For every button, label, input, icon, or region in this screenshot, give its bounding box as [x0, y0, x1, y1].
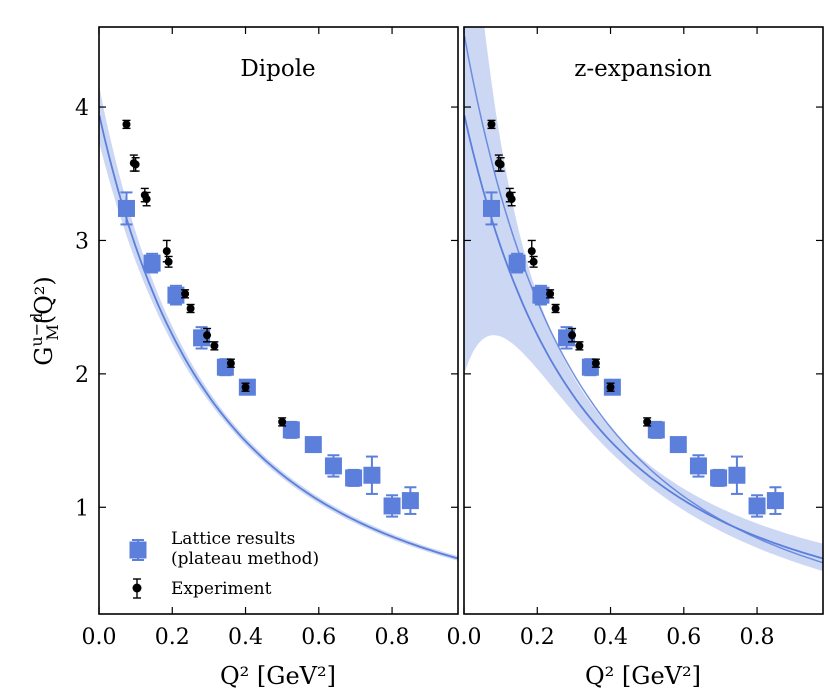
fit-band-dipole [99, 87, 458, 561]
x-tick-label: 0.4 [228, 625, 263, 650]
legend: Lattice results (plateau method) Experim… [129, 529, 319, 599]
experiment-point [226, 359, 235, 368]
lattice-point [728, 466, 746, 484]
experiment-point [496, 160, 505, 169]
lattice-point [710, 469, 728, 487]
panel-frame-z-expansion [463, 26, 824, 615]
lattice-point [282, 421, 300, 439]
x-tick-label: 0.6 [666, 625, 701, 650]
y-axis-label-sup: u−d [27, 313, 46, 347]
y-axis-label-arg: (Q²) [30, 276, 58, 324]
panel-title-dipole: Dipole [240, 56, 315, 82]
data-dipole [117, 119, 419, 518]
y-tick-label: 4 [75, 96, 89, 121]
fit-band-area [464, 27, 823, 572]
x-axis-label-left: Q² [GeV²] [220, 662, 336, 690]
lattice-point [304, 436, 322, 454]
experiment-point [591, 359, 600, 368]
legend-lattice-label: Lattice results (plateau method) [171, 529, 319, 569]
experiment-point [507, 195, 516, 204]
experiment-point [278, 417, 287, 426]
lattice-point [647, 421, 665, 439]
lattice-point [363, 466, 381, 484]
data-z-expansion [482, 119, 784, 518]
lattice-point [748, 497, 766, 515]
legend-lattice-line1: Lattice results [171, 529, 295, 549]
x-tick-label: 0.8 [375, 625, 410, 650]
panel-z-expansion: 0.0 0.2 0.4 0.6 0.8 z-expansion [447, 26, 824, 650]
legend-lattice-line2: (plateau method) [171, 549, 319, 569]
experiment-point [164, 257, 173, 266]
experiment-point [210, 341, 219, 350]
experiment-point [131, 160, 140, 169]
y-axis-label: Gu−dM(Q²) [27, 276, 62, 366]
y-axis-label-base: G [30, 347, 58, 366]
x-tick-label: 0.8 [740, 625, 775, 650]
x-tick-label: 0.4 [593, 625, 628, 650]
lattice-point [324, 457, 342, 475]
x-tick-label: 0.2 [520, 625, 555, 650]
lattice-point [482, 199, 500, 217]
panel-title-z-expansion: z-expansion [574, 56, 712, 82]
x-tick-label: 0.6 [301, 625, 336, 650]
experiment-point [643, 417, 652, 426]
lattice-point [669, 436, 687, 454]
lattice-point [383, 497, 401, 515]
panel-frame-dipole [98, 26, 459, 615]
experiment-point [487, 120, 496, 129]
lattice-point [143, 254, 161, 272]
experiment-point [568, 331, 577, 340]
fit-central-line [99, 115, 458, 560]
y-tick-label: 3 [75, 229, 89, 254]
experiment-point [546, 289, 555, 298]
experiment-point [575, 341, 584, 350]
experiment-point [203, 331, 212, 340]
ticks-dipole: 0.0 0.2 0.4 0.6 0.8 1 2 3 4 [75, 27, 458, 650]
experiment-point [181, 289, 190, 298]
lattice-point [117, 199, 135, 217]
experiment-point [162, 247, 171, 256]
fit-band-area [99, 87, 458, 561]
lattice-point [345, 469, 363, 487]
panel-dipole: 0.0 0.2 0.4 0.6 0.8 1 2 3 4 Dipole Lattice resul… [75, 26, 459, 650]
x-tick-label: 0.0 [447, 625, 482, 650]
experiment-point [606, 383, 615, 392]
lattice-point [689, 457, 707, 475]
legend-lattice-marker [129, 541, 147, 559]
experiment-point [529, 257, 538, 266]
experiment-point [551, 304, 560, 313]
y-tick-label: 2 [75, 363, 89, 388]
lattice-point [401, 492, 419, 510]
experiment-point [186, 304, 195, 313]
fit-central-line [464, 115, 823, 560]
experiment-point [527, 247, 536, 256]
y-axis-label-sub: M [43, 324, 62, 340]
ticks-z-expansion: 0.0 0.2 0.4 0.6 0.8 [447, 27, 823, 650]
experiment-point [122, 120, 131, 129]
legend-experiment-label: Experiment [171, 579, 272, 599]
fit-band-z-expansion [464, 27, 823, 572]
lattice-point [766, 492, 784, 510]
experiment-point [241, 383, 250, 392]
legend-experiment-marker [132, 583, 142, 593]
x-axis-label-right: Q² [GeV²] [585, 662, 701, 690]
experiment-point [142, 195, 151, 204]
y-tick-label: 1 [75, 496, 89, 521]
lattice-point [508, 254, 526, 272]
x-tick-label: 0.2 [155, 625, 190, 650]
x-tick-label: 0.0 [82, 625, 117, 650]
